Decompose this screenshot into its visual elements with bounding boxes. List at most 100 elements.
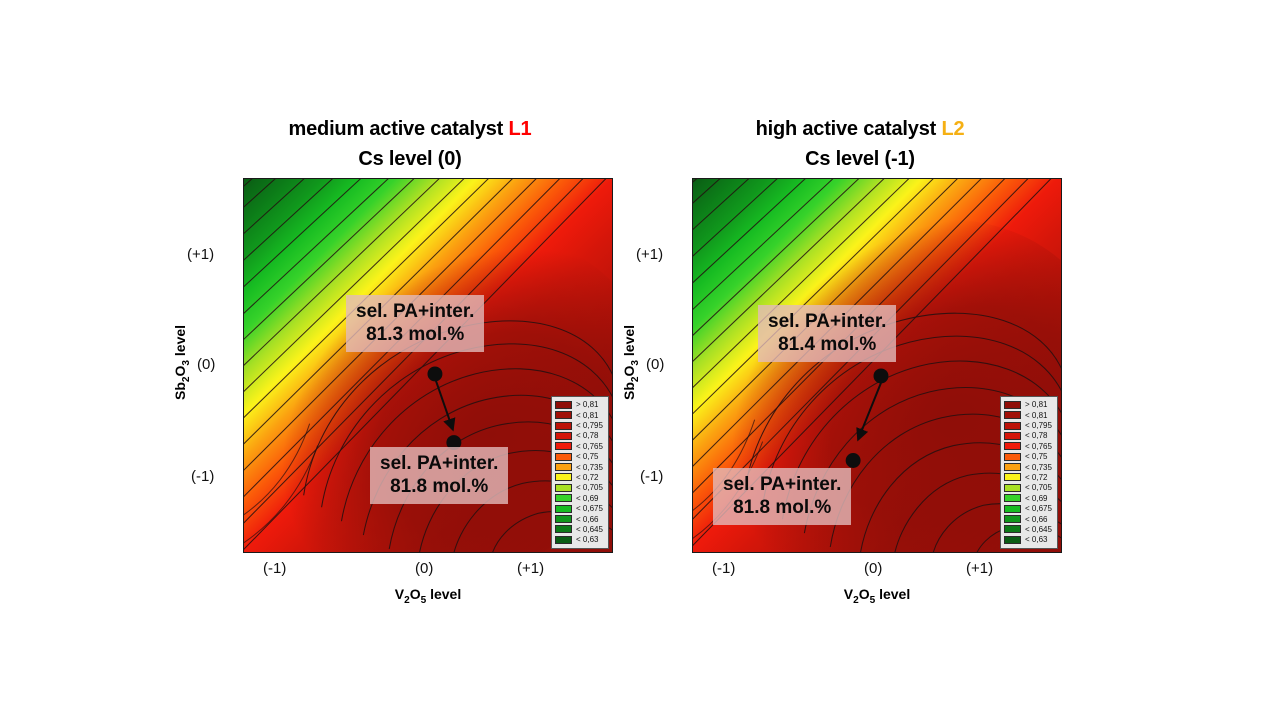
panel-right-legend-swatch	[1004, 535, 1021, 544]
panel-left-legend-label: < 0,81	[576, 410, 599, 420]
panel-left-legend-row: < 0,63	[555, 535, 605, 545]
panel-left-marker-2	[446, 435, 462, 451]
panel-left-legend-label: < 0,765	[576, 441, 603, 451]
panel-left-catalyst-tag: L1	[508, 118, 532, 140]
panel-left-marker-overlay	[427, 366, 462, 451]
panel-left-ytick-plus1: (+1)	[187, 246, 215, 263]
panel-left-callout-2-value: 81.8 mol.%	[390, 476, 489, 498]
panel-right-y-axis-title: Sb2O3 level	[621, 324, 641, 400]
panel-right-marker-2	[845, 453, 861, 468]
panel-left-legend-swatch	[555, 452, 572, 461]
panel-right-legend-row: < 0,645	[1004, 524, 1054, 534]
panel-right-legend-label: < 0,66	[1025, 514, 1048, 524]
panel-left-x-axis-title: V2O5 level	[394, 586, 462, 606]
panel-left-legend-label: < 0,675	[576, 504, 603, 514]
panel-right-legend: > 0,81 < 0,81 < 0,795 < 0,78 < 0,765 < 0,75 < …	[1000, 395, 1058, 549]
panel-left-y-axis-title: Sb2O3 level	[172, 324, 192, 400]
panel-left-legend-label: < 0,75	[576, 452, 599, 462]
panel-right-legend-row: > 0,81	[1004, 400, 1054, 410]
panel-right-callout-1-value: 81.4 mol.%	[778, 334, 877, 356]
panel-left-legend-row: < 0,735	[555, 462, 605, 472]
panel-left-legend-swatch	[555, 483, 572, 492]
panel-right-legend-label: < 0,795	[1025, 421, 1052, 430]
panel-right-legend-row: < 0,675	[1004, 503, 1054, 513]
panel-left-legend-label: < 0,66	[576, 514, 599, 524]
panel-right-legend-row: < 0,69	[1004, 493, 1054, 503]
panel-right-ytick-plus1: (+1)	[636, 246, 664, 263]
panel-left-legend-row: < 0,795	[555, 420, 605, 430]
panel-left-ytick-minus1: (-1)	[191, 468, 215, 485]
panel-right-legend-swatch	[1004, 504, 1021, 513]
panel-right-xtick-minus1: (-1)	[712, 560, 736, 577]
panel-left-legend-label: < 0,795	[576, 421, 603, 430]
panel-left-catalyst-l1: medium active catalyst L1 Cs level (0) (…	[150, 0, 670, 720]
panel-right-title-text: high active catalyst	[755, 118, 942, 140]
panel-right-legend-label: < 0,63	[1025, 535, 1048, 545]
panel-left-subtitle: Cs level (0)	[358, 148, 462, 170]
panel-right-legend-swatch	[1004, 525, 1021, 534]
panel-left-title: medium active catalyst L1	[150, 118, 670, 141]
panel-right-legend-swatch	[1004, 421, 1021, 430]
panel-right-subtitle: Cs level (-1)	[805, 148, 915, 170]
panel-right-ytick-zero: (0)	[646, 356, 665, 373]
panel-left-legend-label: < 0,645	[576, 524, 603, 534]
panel-left-legend-label: < 0,78	[576, 431, 599, 441]
panel-left-legend-row: > 0,81	[555, 400, 605, 410]
panel-left-legend-swatch	[555, 463, 572, 472]
panel-left-legend-row: < 0,705	[555, 483, 605, 493]
panel-right-legend-row: < 0,78	[1004, 431, 1054, 441]
panel-right-callout-2: sel. PA+inter. 81.8 mol.%	[713, 468, 852, 526]
panel-left-callout-2: sel. PA+inter. 81.8 mol.%	[370, 447, 509, 505]
panel-left-legend-label: < 0,72	[576, 472, 599, 482]
panel-right-legend-row: < 0,75	[1004, 451, 1054, 461]
panel-right-legend-row: < 0,765	[1004, 441, 1054, 451]
panel-right-legend-row: < 0,705	[1004, 483, 1054, 493]
panel-right-legend-label: < 0,81	[1025, 410, 1048, 420]
panel-right-catalyst-l2: high active catalyst L2 Cs level (-1) (+…	[600, 0, 1120, 720]
panel-left-xtick-minus1: (-1)	[263, 560, 287, 577]
panel-left-xtick-plus1: (+1)	[517, 560, 545, 577]
panel-right-legend-label: < 0,69	[1025, 493, 1048, 503]
panel-right-legend-label: < 0,78	[1025, 431, 1048, 441]
panel-right-legend-row: < 0,66	[1004, 514, 1054, 524]
panel-right-callout-1: sel. PA+inter. 81.4 mol.%	[758, 305, 897, 363]
panel-left-legend: > 0,81 < 0,81 < 0,795 < 0,78 < 0,765 < 0,75 < …	[551, 395, 609, 549]
panel-left-legend-swatch	[555, 421, 572, 430]
panel-left-callout-2-label: sel. PA+inter.	[380, 453, 499, 474]
panel-right-catalyst-tag: L2	[941, 118, 965, 140]
panel-left-legend-swatch	[555, 411, 572, 420]
panel-right-legend-label: > 0,81	[1025, 400, 1048, 410]
panel-left-legend-swatch	[555, 473, 572, 482]
panel-left-legend-swatch	[555, 442, 572, 451]
panel-right-legend-swatch	[1004, 483, 1021, 492]
panel-right-callout-1-label: sel. PA+inter.	[768, 311, 887, 332]
panel-right-marker-overlay	[845, 368, 889, 468]
panel-left-legend-row: < 0,72	[555, 472, 605, 482]
panel-left-legend-swatch	[555, 494, 572, 503]
panel-right-legend-swatch	[1004, 473, 1021, 482]
panel-right-legend-label: < 0,645	[1025, 524, 1052, 534]
panel-right-legend-swatch	[1004, 431, 1021, 440]
panel-left-legend-swatch	[555, 431, 572, 440]
panel-left-callout-1: sel. PA+inter. 81.3 mol.%	[346, 295, 485, 353]
panel-left-legend-swatch	[555, 515, 572, 524]
panel-right-x-axis-title: V2O5 level	[843, 586, 911, 606]
panel-left-legend-row: < 0,645	[555, 524, 605, 534]
panel-left-marker-1	[427, 366, 443, 382]
panel-right-callout-2-label: sel. PA+inter.	[723, 474, 842, 495]
panel-right-legend-row: < 0,735	[1004, 462, 1054, 472]
panel-left-legend-row: < 0,69	[555, 493, 605, 503]
panel-left-legend-row: < 0,78	[555, 431, 605, 441]
panel-right-legend-row: < 0,63	[1004, 535, 1054, 545]
panel-right-legend-row: < 0,795	[1004, 420, 1054, 430]
panel-right-legend-swatch	[1004, 411, 1021, 420]
panel-right-title: high active catalyst L2	[600, 118, 1120, 141]
panel-right-xtick-plus1: (+1)	[966, 560, 994, 577]
panel-left-legend-label: < 0,735	[576, 462, 603, 472]
panel-right-legend-row: < 0,72	[1004, 472, 1054, 482]
panel-right-ytick-minus1: (-1)	[640, 468, 664, 485]
panel-left-legend-label: < 0,63	[576, 535, 599, 545]
panel-left-arrow	[434, 377, 456, 432]
panel-left-legend-swatch	[555, 525, 572, 534]
